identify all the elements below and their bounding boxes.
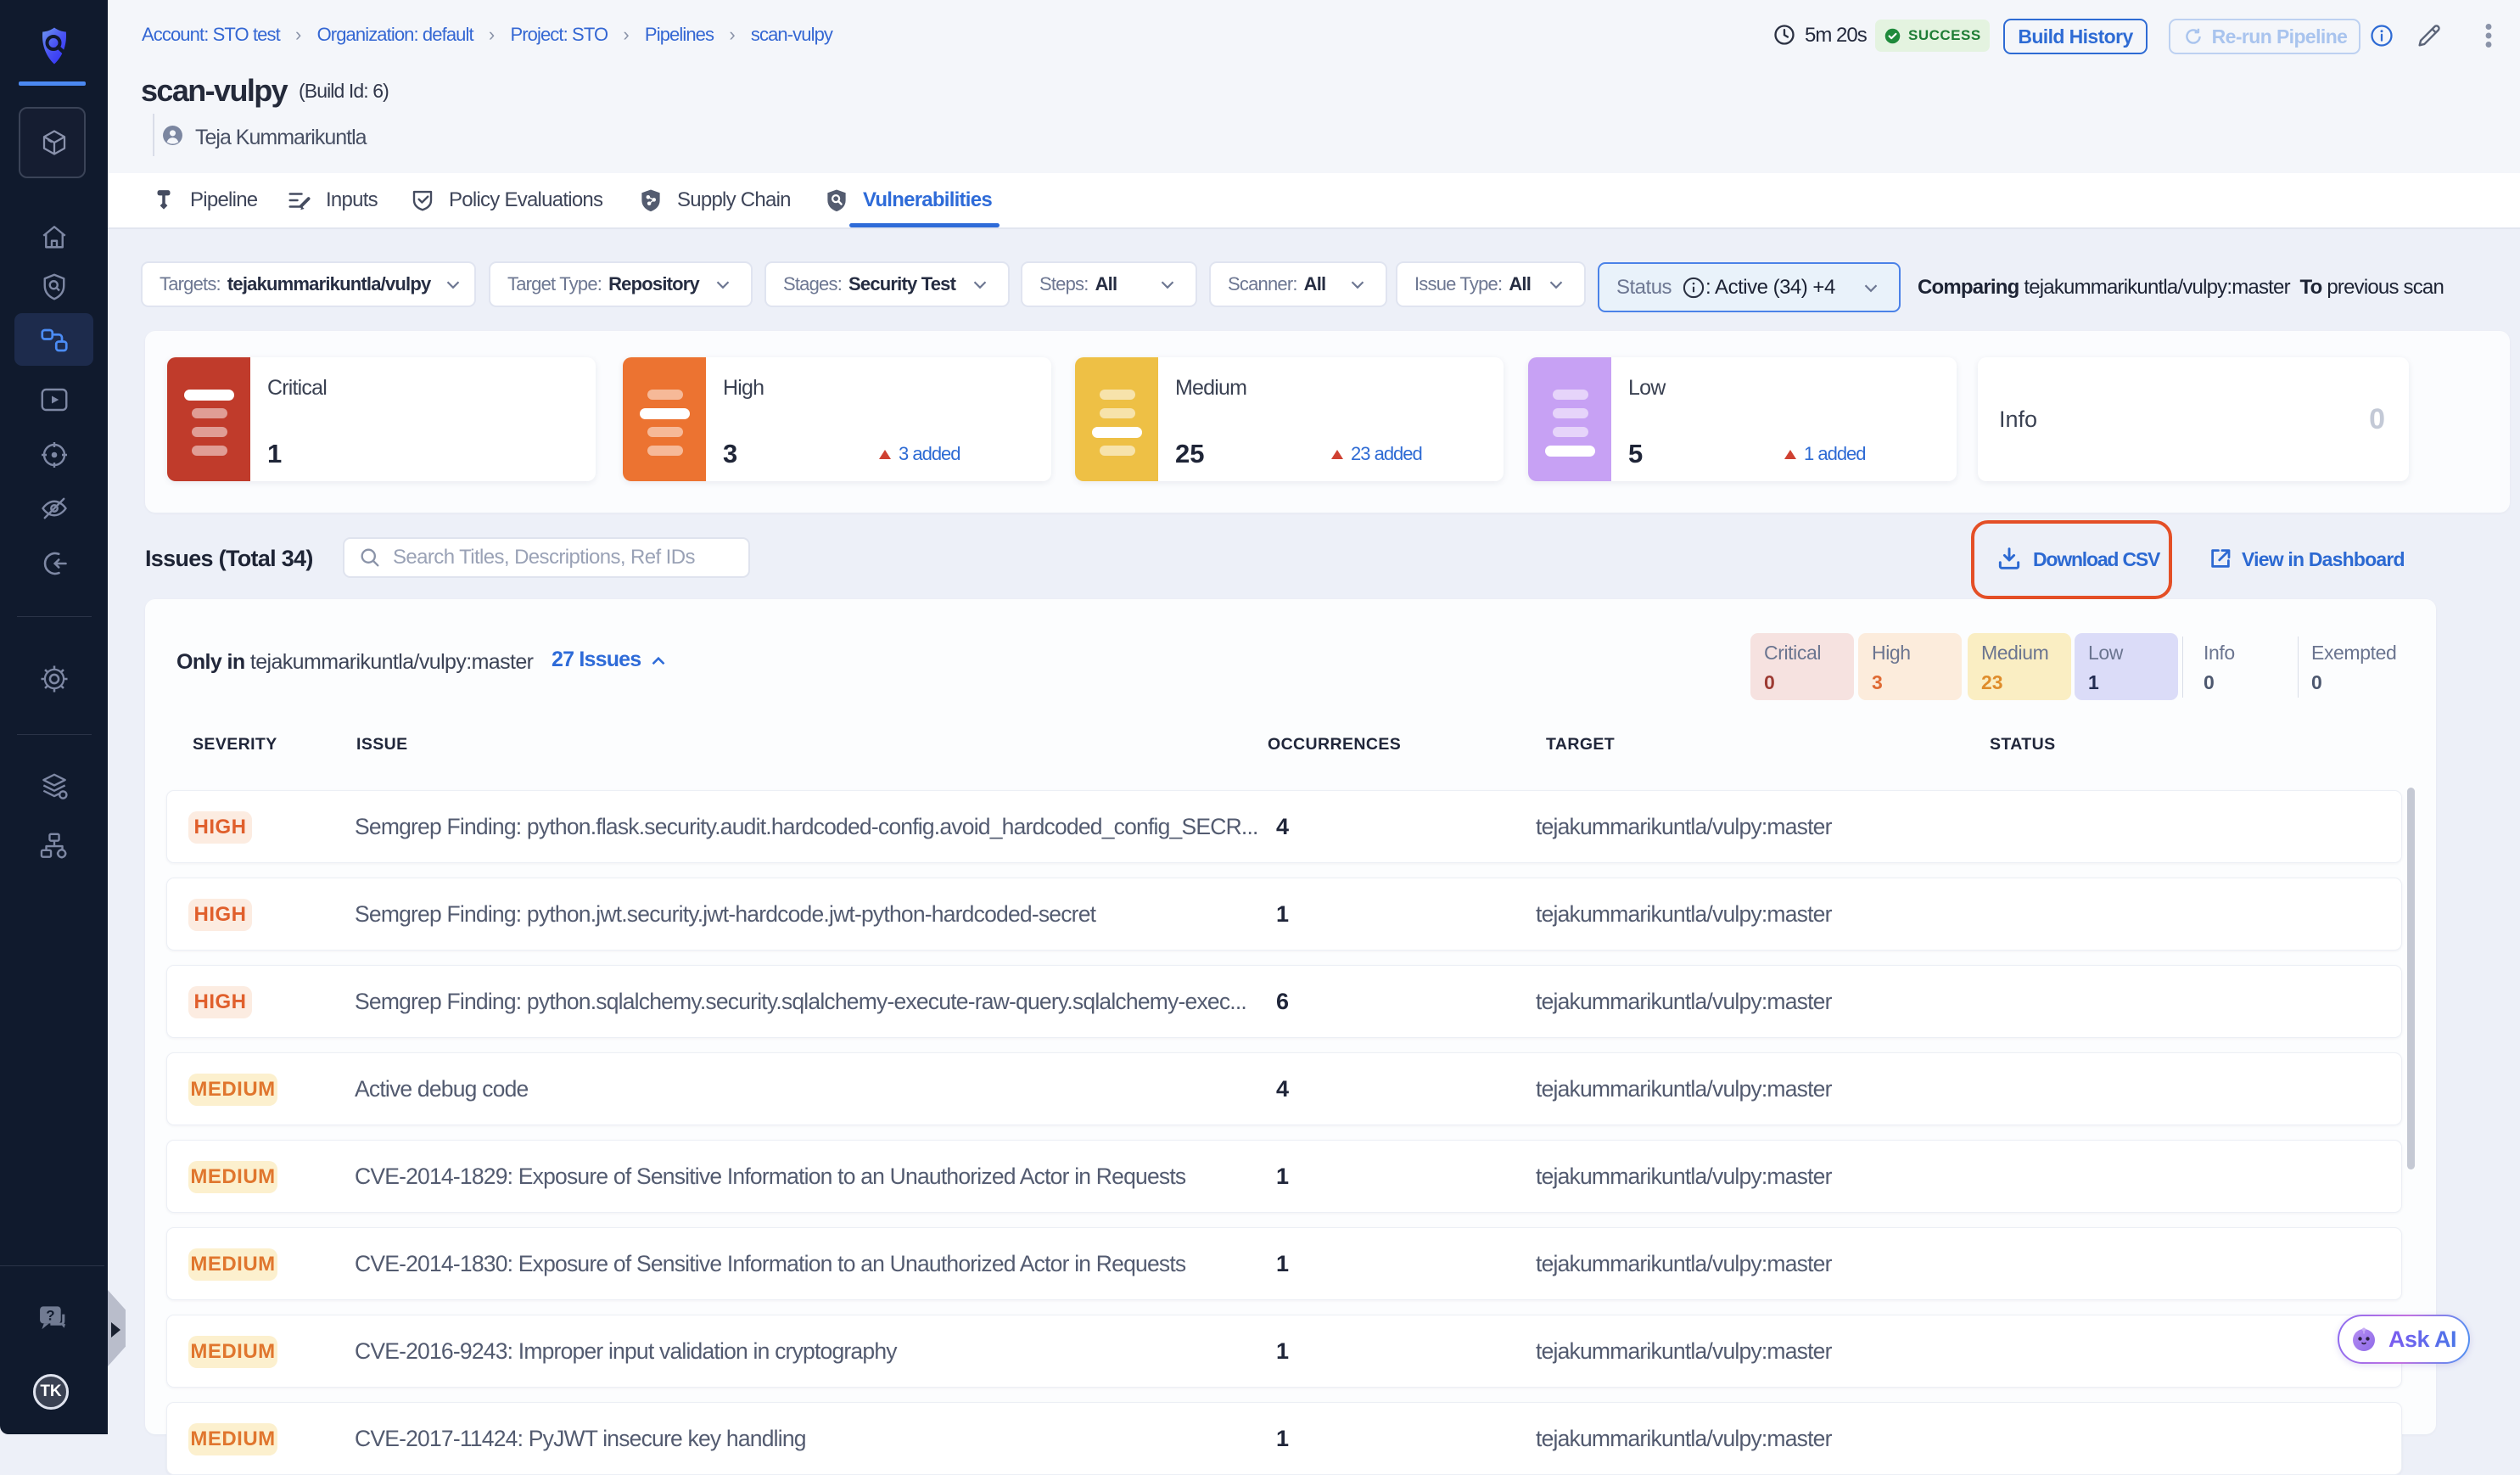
svg-text:?: ?: [46, 1308, 54, 1324]
